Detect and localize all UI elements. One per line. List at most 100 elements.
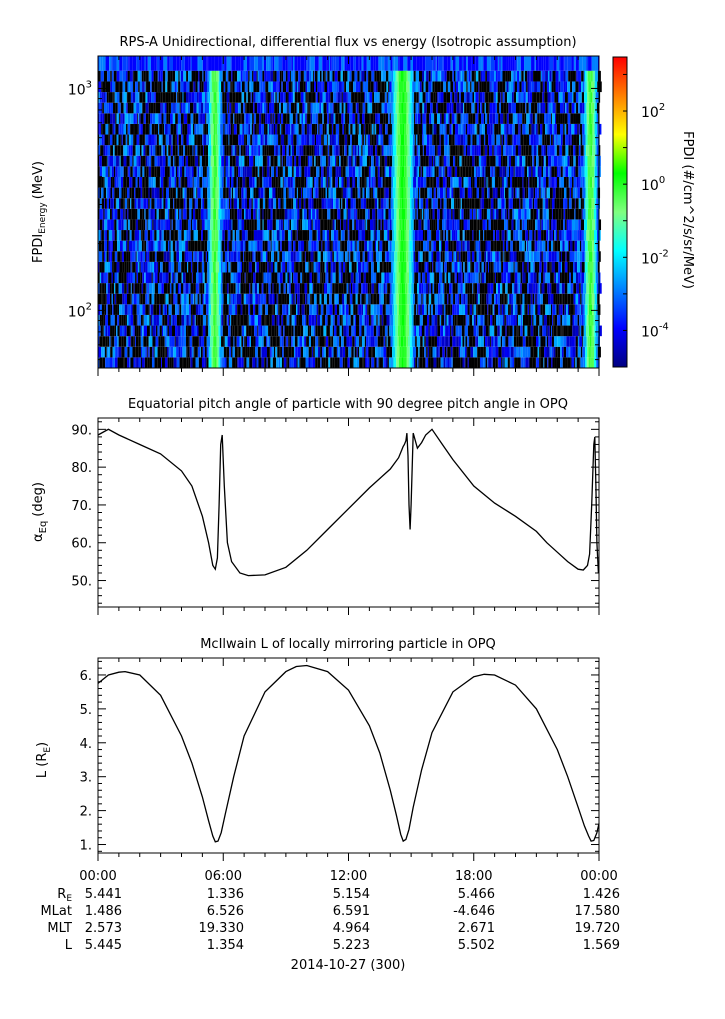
spectrogram-cell [348, 56, 351, 71]
spectrogram-cell [426, 166, 429, 177]
spectrogram-cell [432, 208, 435, 220]
spectrogram-cell [508, 261, 510, 273]
spectrogram-cell [457, 357, 461, 368]
spectrogram-cell [343, 283, 347, 294]
spectrogram-cell [271, 314, 275, 326]
spectrogram-cell [561, 325, 563, 337]
spectrogram-cell [145, 56, 148, 71]
spectrogram-cell [371, 357, 375, 368]
spectrogram-cell [414, 325, 416, 337]
spectrogram-cell [419, 357, 423, 368]
spectrogram-cell [473, 325, 477, 337]
spectrogram-cell [277, 272, 280, 284]
spectrogram-cell [549, 230, 552, 241]
spectrogram-cell [501, 272, 504, 284]
spectrogram-cell [218, 155, 222, 167]
spectrogram-cell [197, 187, 201, 199]
spectrogram-cell [107, 325, 111, 337]
spectrogram-cell [413, 314, 416, 326]
spectrogram-cell [206, 314, 208, 326]
spectrogram-cell [231, 187, 234, 199]
spectrogram-cell [467, 176, 469, 188]
spectrogram-cell [351, 325, 353, 337]
spectrogram-cell [179, 314, 182, 326]
spectrogram-cell [232, 240, 235, 252]
spectrogram-cell [233, 251, 237, 262]
spectrogram-cell [342, 346, 346, 358]
spectrogram-cell [354, 346, 357, 358]
spectrogram-cell [149, 304, 151, 315]
spectrogram-cell [151, 272, 153, 284]
spectrogram-cell [402, 304, 403, 315]
spectrogram-cell [197, 261, 199, 273]
spectrogram-cell [232, 325, 235, 337]
spectrogram-cell [336, 304, 340, 315]
spectrogram-cell [429, 283, 431, 294]
spectrogram-cell [143, 198, 147, 209]
spectrogram-cell [439, 272, 443, 284]
spectrogram-cell [343, 176, 345, 188]
spectrogram-cell [198, 325, 202, 337]
spectrogram-cell [101, 346, 104, 358]
spectrogram-cell [204, 357, 207, 368]
spectrogram-cell [507, 176, 511, 188]
spectrogram-cell [263, 219, 266, 231]
spectrogram-cell [389, 155, 393, 167]
spectrogram-cell [325, 198, 328, 209]
spectrogram-cell [540, 336, 544, 347]
spectrogram-cell [265, 198, 268, 209]
spectrogram-cell [545, 176, 549, 188]
spectrogram-cell [353, 56, 356, 71]
spectrogram-cell [412, 325, 415, 337]
spectrogram-cell [268, 198, 271, 209]
spectrogram-cell [263, 336, 267, 347]
spectrogram-cell [181, 261, 185, 273]
spectrogram-cell [175, 155, 179, 167]
spectrogram-cell [350, 208, 355, 220]
spectrogram-cell [240, 346, 243, 358]
spectrogram-cell [359, 155, 363, 167]
spectrogram-cell [191, 325, 195, 337]
spectrogram-cell [306, 261, 309, 273]
spectrogram-cell [294, 283, 298, 294]
spectrogram-cell [263, 230, 266, 241]
spectrogram-cell [102, 336, 106, 347]
spectrogram-cell [259, 176, 263, 188]
spectrogram-cell [183, 198, 186, 209]
spectrogram-cell [341, 304, 343, 315]
spectrogram-cell [367, 208, 370, 220]
spectrogram-cell [135, 357, 137, 368]
spectrogram-cell [377, 208, 380, 220]
spectrogram-cell [268, 283, 271, 294]
spectrogram-cell [242, 176, 246, 188]
spectrogram-cell [483, 56, 487, 71]
spectrogram-cell [245, 325, 247, 337]
spectrogram-cell [137, 230, 140, 241]
spectrogram-cell [575, 293, 579, 305]
spectrogram-cell [169, 166, 172, 177]
spectrogram-cell [381, 230, 384, 241]
spectrogram-cell [113, 314, 115, 326]
spectrogram-cell [101, 293, 103, 305]
spectrogram-cell [441, 336, 445, 347]
spectrogram-cell [395, 346, 397, 358]
spectrogram-cell [554, 230, 556, 241]
spectrogram-cell [388, 261, 391, 273]
spectrogram-cell [173, 346, 177, 358]
spectrogram-cell [244, 208, 246, 220]
spectrogram-cell [384, 56, 388, 71]
spectrogram-cell [117, 166, 121, 177]
spectrogram-cell [525, 304, 528, 315]
spectrogram-cell [322, 230, 326, 241]
spectrogram-cell [273, 240, 276, 252]
spectrogram-cell [136, 325, 139, 337]
spectrogram-cell [531, 240, 534, 252]
spectrogram-cell [99, 283, 102, 294]
spectrogram-cells [98, 56, 602, 368]
spectrogram-cell [395, 166, 398, 177]
spectrogram-cell [494, 293, 496, 305]
spectrogram-cell [485, 261, 487, 273]
spectrogram-cell [355, 208, 358, 220]
spectrogram-cell [181, 336, 184, 347]
spectrogram-cell [191, 314, 193, 326]
